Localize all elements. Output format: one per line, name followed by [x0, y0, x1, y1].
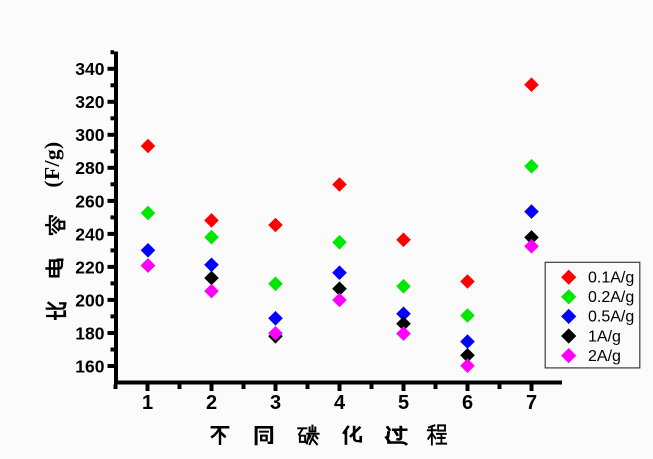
svg-text:180: 180	[75, 323, 104, 343]
svg-text:1: 1	[142, 392, 153, 414]
svg-text:160: 160	[75, 356, 104, 376]
svg-text:320: 320	[75, 92, 104, 112]
svg-text:340: 340	[75, 59, 104, 79]
svg-text:4: 4	[334, 392, 346, 414]
svg-text:200: 200	[75, 290, 104, 310]
svg-text:260: 260	[75, 191, 104, 211]
svg-text:6: 6	[462, 392, 473, 414]
svg-text:(F/g): (F/g)	[40, 141, 64, 187]
svg-text:5: 5	[398, 392, 409, 414]
svg-text:2A/g: 2A/g	[588, 348, 621, 365]
svg-text:300: 300	[75, 125, 104, 145]
svg-text:3: 3	[270, 392, 281, 414]
svg-text:7: 7	[526, 392, 537, 414]
svg-text:0.5A/g: 0.5A/g	[588, 309, 634, 326]
svg-text:240: 240	[75, 224, 104, 244]
svg-text:220: 220	[75, 257, 104, 277]
svg-text:0.1A/g: 0.1A/g	[588, 270, 634, 287]
svg-text:2: 2	[206, 392, 217, 414]
svg-text:1A/g: 1A/g	[588, 328, 621, 345]
svg-text:280: 280	[75, 158, 104, 178]
svg-text:0.2A/g: 0.2A/g	[588, 289, 634, 306]
